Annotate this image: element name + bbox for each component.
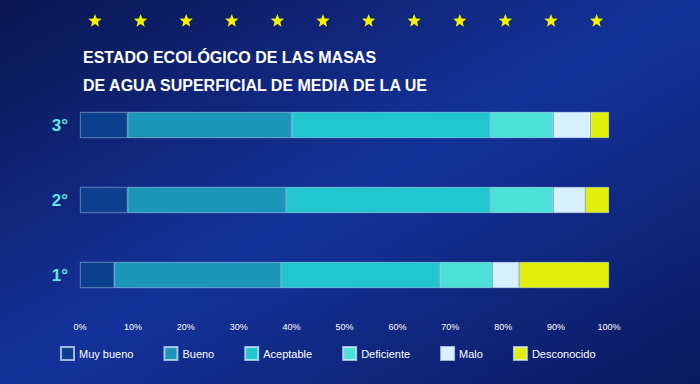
svg-text:Desconocido: Desconocido: [532, 348, 596, 360]
svg-text:60%: 60%: [388, 322, 406, 332]
svg-text:ESTADO ECOLÓGICO DE LAS MASAS: ESTADO ECOLÓGICO DE LAS MASAS: [83, 48, 376, 66]
svg-text:0%: 0%: [73, 322, 86, 332]
svg-text:40%: 40%: [283, 322, 301, 332]
svg-text:50%: 50%: [335, 322, 353, 332]
svg-text:80%: 80%: [494, 322, 512, 332]
svg-text:Bueno: Bueno: [182, 348, 214, 360]
svg-text:Deficiente: Deficiente: [361, 348, 410, 360]
svg-text:70%: 70%: [441, 322, 459, 332]
svg-text:Muy bueno: Muy bueno: [79, 348, 133, 360]
svg-text:1°: 1°: [52, 266, 68, 285]
svg-text:20%: 20%: [177, 322, 195, 332]
svg-text:10%: 10%: [124, 322, 142, 332]
svg-text:30%: 30%: [230, 322, 248, 332]
svg-text:DE AGUA SUPERFICIAL DE MEDIA D: DE AGUA SUPERFICIAL DE MEDIA DE LA UE: [83, 77, 427, 94]
svg-text:2°: 2°: [52, 191, 68, 210]
svg-text:Malo: Malo: [459, 348, 483, 360]
svg-text:3°: 3°: [52, 116, 68, 135]
svg-text:100%: 100%: [597, 322, 620, 332]
svg-text:90%: 90%: [547, 322, 565, 332]
svg-text:Aceptable: Aceptable: [263, 348, 312, 360]
